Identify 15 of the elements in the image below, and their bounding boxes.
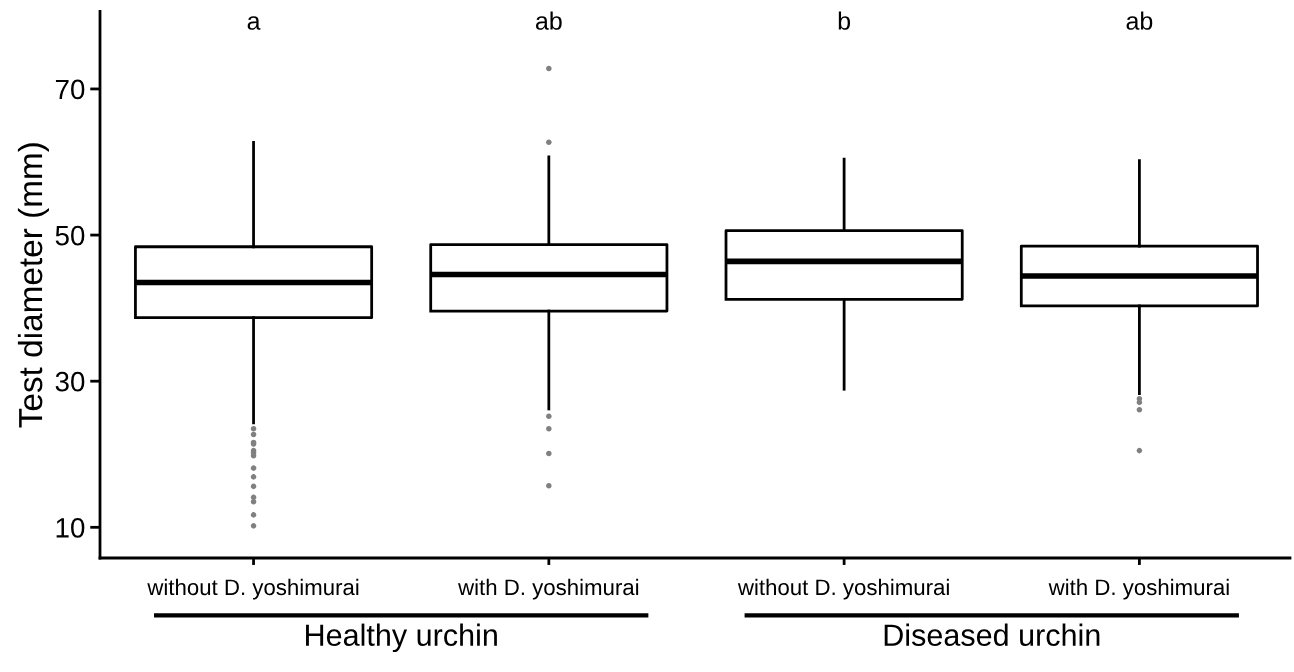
x-tick-label: with D. yoshimurai — [458, 578, 639, 600]
x-tick-label: with D. yoshimurai — [1048, 578, 1229, 600]
annotation: ab — [1126, 11, 1153, 30]
y-tick-label: 10 — [56, 517, 85, 538]
x-tick-label: without D. yoshimurai — [147, 578, 359, 600]
text: Healthy urchin — [306, 623, 497, 653]
annotation: b — [838, 11, 851, 30]
text: Diseased urchin — [884, 623, 1100, 647]
y-axis-title: Test diameter (mm) — [17, 143, 49, 428]
annotation: a — [247, 16, 261, 30]
y-tick-label: 70 — [55, 79, 85, 100]
y-tick-label: 30 — [55, 371, 85, 392]
x-tick-label: without D. yoshimurai — [737, 578, 949, 600]
annotation: ab — [535, 11, 562, 30]
y-tick-label: 50 — [55, 225, 85, 246]
